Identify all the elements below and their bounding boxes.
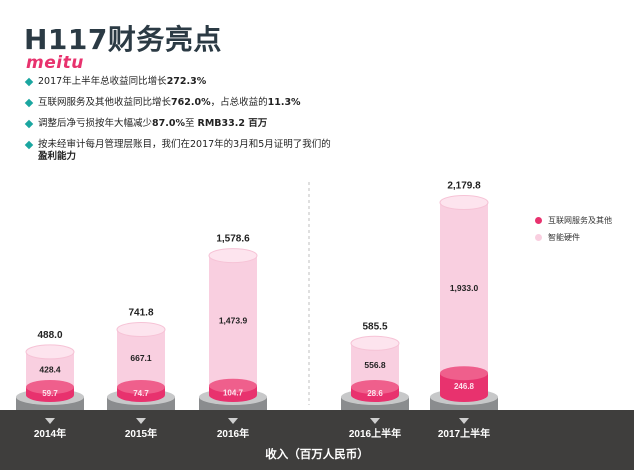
category-marker-icon [136,418,146,424]
bar-top-cap [350,335,400,351]
bar-hardware [117,329,165,387]
category-marker-icon [370,418,380,424]
legend-item: 智能硬件 [535,232,612,243]
legend-swatch-internet [535,217,542,224]
total-label: 2,179.8 [447,181,481,192]
bar-hardware [440,202,488,374]
meitu-logo: meitu [26,53,84,73]
category-label: 2014年 [34,427,66,440]
bar-internet-top [209,378,257,393]
highlight-item: 2017年上半年总收益同比增长272.3% [24,76,386,88]
category-label: 2016上半年 [349,427,401,440]
legend-item: 互联网服务及其他 [535,215,612,226]
legend-swatch-hardware [535,234,542,241]
highlights-list: 2017年上半年总收益同比增长272.3% 互联网服务及其他收益同比增长762.… [24,76,386,172]
total-label: 585.5 [362,321,387,332]
category-label: 2015年 [125,427,157,440]
bar-top-cap [208,248,258,264]
bar-hardware [209,255,257,386]
internet-value-label: 74.7 [133,389,149,398]
hardware-value-label: 1,473.9 [219,316,248,326]
total-label: 1,578.6 [216,234,250,245]
category-label: 2017上半年 [438,427,490,440]
bar-internet-top [440,366,488,381]
footer-bar [0,410,634,470]
internet-value-label: 59.7 [42,389,58,398]
internet-value-label: 28.6 [367,389,383,398]
category-marker-icon [228,418,238,424]
bar-top-cap [25,344,75,360]
highlight-item: 按未经审计每月管理层账目，我们在2017年的3月和5月证明了我们的 盈利能力 [24,139,378,163]
bar-internet-top [26,380,74,394]
bar-internet-top [351,380,399,394]
internet-value-label: 246.8 [454,382,475,391]
category-marker-icon [459,418,469,424]
hardware-value-label: 667.1 [130,353,152,363]
hardware-value-label: 428.4 [39,364,61,374]
total-label: 741.8 [128,307,153,318]
highlight-item: 调整后净亏损按年大幅减少87.0%至 RMB33.2 百万 [24,118,386,130]
bar-top-cap [116,321,166,337]
total-label: 488.0 [37,330,62,341]
hardware-value-label: 556.8 [364,360,386,370]
internet-value-label: 104.7 [223,388,244,397]
category-label: 2016年 [217,427,249,440]
hardware-value-label: 1,933.0 [450,283,479,293]
x-axis-caption: 收入（百万人民币） [265,447,369,461]
category-marker-icon [45,418,55,424]
page-title: H117财务亮点 [24,23,222,56]
bar-internet-bottom [440,388,488,402]
chart-legend: 互联网服务及其他 智能硬件 [535,215,612,249]
bar-internet-top [117,380,165,394]
bar-top-cap [439,195,489,211]
highlight-item: 互联网服务及其他收益同比增长762.0%，占总收益的11.3% [24,97,386,109]
